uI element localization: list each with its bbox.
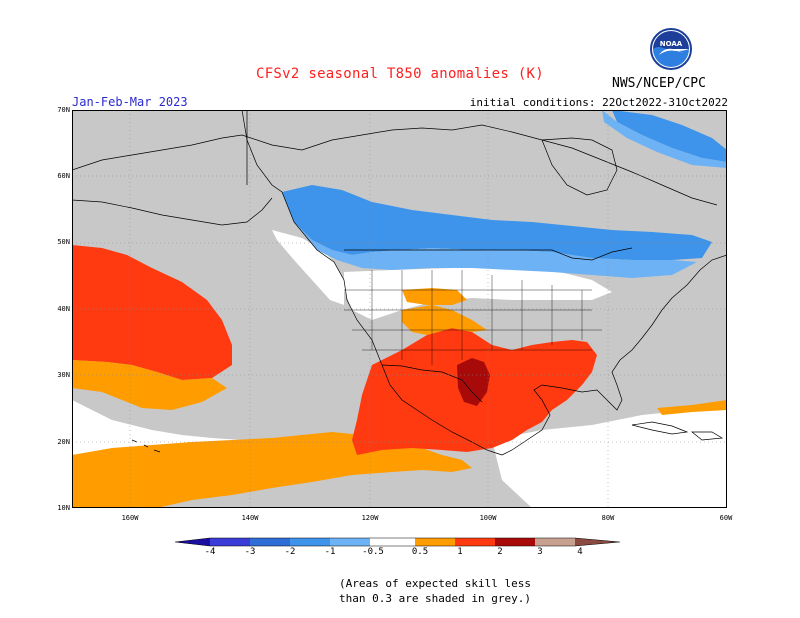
skill-note-line1: (Areas of expected skill less [338, 577, 532, 590]
colorbar-lt-m4 [175, 538, 210, 546]
colorbar-label: 4 [577, 547, 583, 557]
hudson-bay [541, 137, 618, 196]
lat-label: 70N [57, 106, 70, 114]
coastline-gulf [501, 254, 727, 456]
coastlines [72, 110, 727, 456]
orange-region-southern-us-edge [402, 305, 487, 335]
colorbar-label: 3 [537, 547, 543, 557]
blue-region-canada [282, 185, 712, 260]
map-frame [72, 110, 727, 508]
colorbar-label: -2 [284, 547, 296, 557]
cuba [631, 421, 689, 435]
colorbar-label: 1 [457, 547, 463, 557]
coastline-north [72, 124, 718, 206]
forecast-period: Jan-Feb-Mar 2023 [72, 95, 188, 109]
colorbar-p3-p4 [535, 538, 575, 546]
colorbar-m1-m05 [330, 538, 370, 546]
red-region-ne-pacific [72, 245, 232, 380]
lon-label: 160W [121, 514, 139, 522]
orange-region-rockies [402, 288, 467, 305]
noaa-logo: NOAA [650, 28, 692, 70]
lon-label: 80W [601, 514, 615, 522]
darkred-region-texas [457, 358, 490, 406]
colorbar-m2-m1 [290, 538, 330, 546]
lightblue-region-arctic [602, 110, 727, 168]
map-title: CFSv2 seasonal T850 anomalies (K) [255, 66, 545, 82]
lat-label: 10N [57, 504, 70, 512]
lat-label: 20N [57, 438, 70, 446]
colorbar-outline [174, 537, 621, 547]
colorbar-p2-p3 [495, 538, 535, 546]
colorbar-label: -4 [204, 547, 216, 557]
colorbar-p1-p2 [455, 538, 495, 546]
lat-label: 60N [57, 172, 70, 180]
logo-text: NOAA [660, 40, 683, 48]
anomaly-map [72, 110, 727, 508]
colorbar-m4-m3 [210, 538, 250, 546]
coastline-west [241, 110, 503, 456]
us-canada-border [344, 247, 633, 261]
lat-label: 40N [57, 305, 70, 313]
colorbar-label: -1 [324, 547, 336, 557]
hawaii [131, 439, 161, 453]
agency-label: NWS/NCEP/CPC [612, 76, 706, 91]
lat-label: 30N [57, 371, 70, 379]
white-region-pacific-coast [272, 230, 344, 305]
colorbar [174, 537, 621, 547]
orange-region-ne-pacific-edge [72, 360, 227, 410]
state-borders [344, 270, 602, 365]
colorbar-p05-p1 [415, 538, 455, 546]
colorbar-label: 2 [497, 547, 503, 557]
alaska-coast [72, 197, 273, 226]
lon-label: 120W [361, 514, 379, 522]
orange-region-atlantic [657, 400, 727, 415]
initial-conditions: initial conditions: 22Oct2022-31Oct2022 [469, 96, 728, 109]
blue-region-arctic [612, 110, 727, 162]
colorbar-label: -3 [244, 547, 256, 557]
colorbar-m3-m2 [250, 538, 290, 546]
lon-label: 60W [719, 514, 733, 522]
lat-label: 50N [57, 238, 70, 246]
us-mexico-border [381, 364, 483, 403]
hispaniola [691, 431, 724, 441]
colorbar-gt-p4 [575, 538, 620, 546]
colorbar-label: -0.5 [362, 547, 384, 557]
skill-note-line2: than 0.3 are shaded in grey.) [338, 592, 532, 605]
lon-label: 140W [241, 514, 259, 522]
lon-label: 100W [479, 514, 497, 522]
colorbar-neutral [370, 538, 415, 546]
colorbar-label: 0.5 [411, 547, 429, 557]
white-region-central-us [344, 268, 612, 320]
